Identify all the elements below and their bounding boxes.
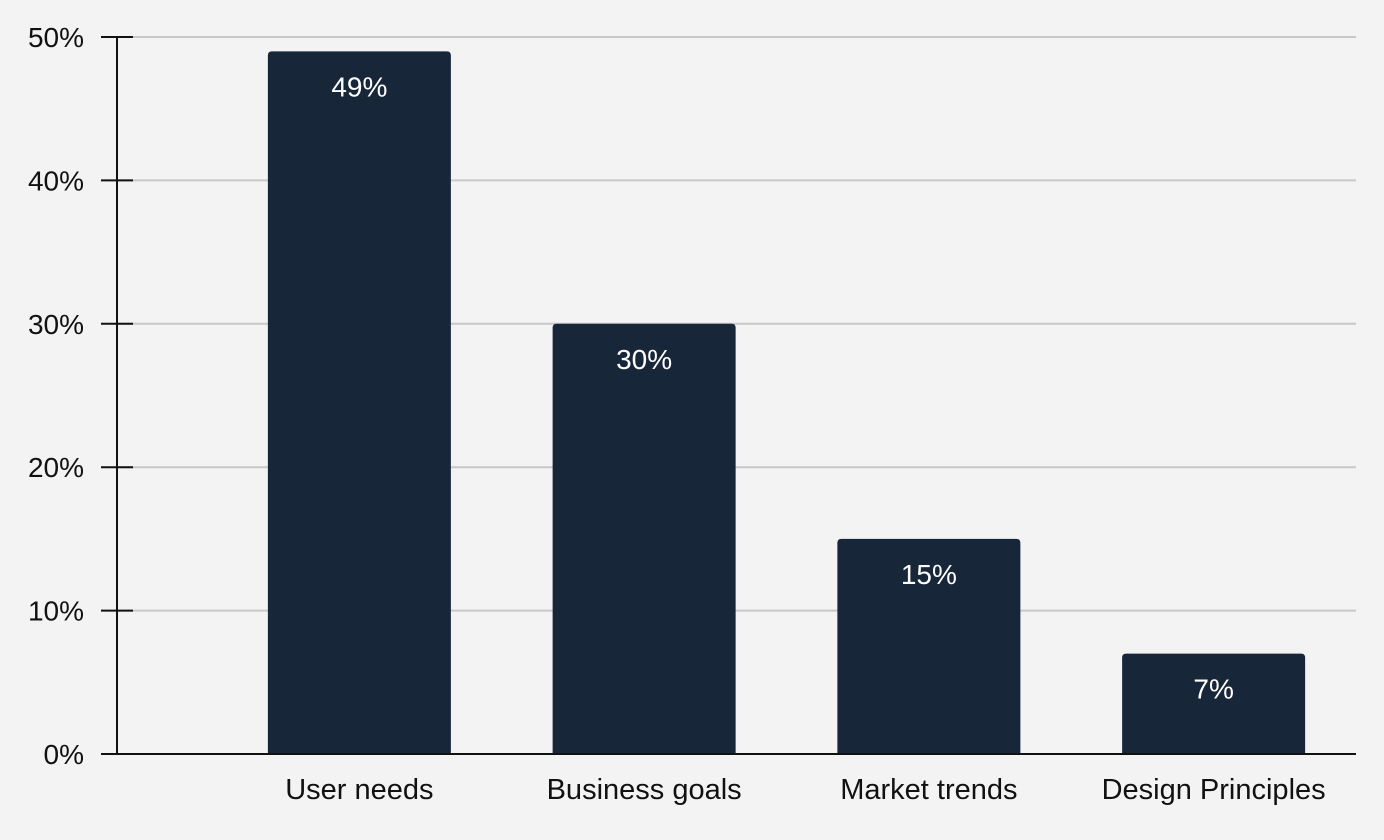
y-tick-label: 0% (44, 739, 84, 770)
y-tick-label: 50% (28, 22, 84, 53)
axes (101, 36, 1356, 755)
bar-data-label: 49% (331, 71, 387, 102)
y-tick-label: 20% (28, 452, 84, 483)
x-category-labels: User needs Business goals Market trends Des… (285, 774, 1325, 806)
y-tick-label: 10% (28, 596, 84, 627)
bar-data-label: 30% (616, 344, 672, 375)
bar-data-labels: 49% 30% 15% 7% (331, 71, 1234, 704)
bar-user-needs (267, 51, 451, 754)
y-tick-label: 30% (28, 309, 84, 340)
x-category-label: Market trends (840, 774, 1017, 806)
x-category-label: Design Principles (1102, 774, 1326, 806)
bar-design-principles (1122, 653, 1306, 754)
bars (267, 51, 1306, 754)
bar-data-label: 15% (901, 559, 957, 590)
bar-data-label: 7% (1193, 674, 1233, 705)
y-tick-labels: 0% 10% 20% 30% 40% 50% (28, 22, 84, 770)
bar-market-trends (837, 538, 1021, 754)
bar-business-goals (552, 323, 736, 754)
x-category-label: Business goals (547, 774, 742, 806)
y-tick-label: 40% (28, 165, 84, 196)
x-category-label: User needs (285, 774, 433, 806)
